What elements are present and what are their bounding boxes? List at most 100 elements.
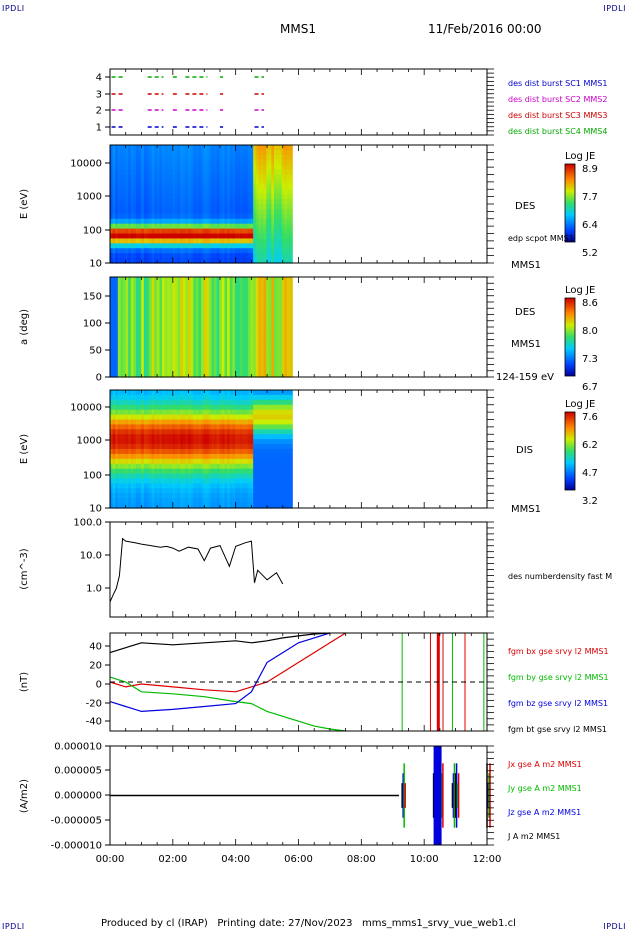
spectrogram-cell-des_energy [276, 154, 280, 161]
spectrogram-cell-des_energy [159, 149, 163, 156]
spectrogram-cell-des_pitch [136, 343, 140, 349]
spectrogram-cell-dis_energy [271, 444, 275, 450]
spectrogram-cell-des_energy [133, 204, 137, 210]
spectrogram-cell-des_energy [143, 238, 148, 244]
spectrogram-cell-des_pitch [154, 289, 158, 295]
spectrogram-cell-dis_energy [149, 468, 153, 475]
spectrogram-cell-dis_energy [195, 414, 200, 421]
spectrogram-cell-dis_energy [224, 493, 228, 499]
spectrogram-cell-des_pitch [289, 277, 293, 282]
spectrogram-cell-des_pitch [250, 347, 254, 353]
spectrogram-cell-des_energy [224, 189, 228, 195]
spectrogram-cell-des_energy [141, 213, 145, 220]
spectrogram-cell-des_pitch [287, 352, 291, 357]
spectrogram-cell-des_pitch [279, 368, 283, 374]
spectrogram-cell-dis_energy [128, 488, 132, 494]
spectrogram-cell-des_pitch [224, 364, 228, 370]
spectrogram-cell-des_energy [224, 248, 228, 254]
spectrogram-cell-dis_energy [185, 439, 189, 445]
spectrogram-cell-des_energy [130, 213, 135, 220]
spectrogram-cell-des_pitch [281, 327, 286, 332]
spectrogram-cell-des_energy [255, 228, 259, 235]
spectrogram-cell-dis_energy [112, 424, 116, 430]
spectrogram-cell-dis_energy [195, 399, 200, 406]
spectrogram-cell-dis_energy [245, 394, 249, 401]
spectrogram-cell-dis_energy [138, 444, 142, 450]
spectrogram-cell-des_energy [245, 218, 249, 225]
spectrogram-cell-des_energy [128, 233, 132, 240]
spectrogram-cell-dis_energy [149, 488, 153, 494]
spectrogram-cell-dis_energy [169, 429, 174, 435]
spectrogram-cell-dis_energy [245, 488, 249, 494]
spectrogram-cell-dis_energy [133, 493, 137, 499]
spectrogram-cell-dis_energy [242, 473, 246, 480]
spectrogram-cell-dis_energy [203, 409, 207, 416]
spectrogram-cell-des_pitch [201, 335, 205, 341]
spectrogram-cell-des_energy [214, 189, 218, 195]
spectrogram-cell-dis_energy [203, 399, 207, 406]
spectrogram-cell-des_pitch [123, 352, 127, 357]
spectrogram-cell-des_energy [203, 154, 207, 161]
spectrogram-cell-dis_energy [175, 473, 179, 480]
spectrogram-cell-des_pitch [146, 347, 150, 353]
spectrogram-cell-des_pitch [130, 314, 135, 320]
spectrogram-cell-dis_energy [177, 453, 181, 460]
spectrogram-cell-des_pitch [175, 368, 179, 374]
spectrogram-cell-des_pitch [175, 335, 179, 341]
spectrogram-cell-dis_energy [162, 468, 166, 475]
spectrogram-cell-des_pitch [234, 281, 239, 286]
spectrogram-cell-des_energy [271, 154, 275, 161]
spectrogram-cell-dis_energy [133, 488, 137, 494]
spectrogram-cell-dis_energy [219, 390, 223, 396]
spectrogram-cell-des_pitch [240, 318, 244, 324]
spectrogram-cell-dis_energy [268, 498, 272, 504]
spectrogram-cell-des_pitch [250, 302, 254, 307]
spectrogram-cell-des_pitch [258, 281, 262, 286]
spectrogram-cell-des_pitch [276, 352, 280, 357]
spectrogram-cell-des_pitch [245, 306, 249, 311]
spectrogram-cell-des_pitch [247, 314, 252, 320]
spectrogram-cell-des_energy [162, 174, 166, 181]
spectrogram-cell-dis_energy [151, 394, 155, 401]
spectrogram-cell-dis_energy [201, 473, 205, 480]
spectrogram-cell-des_energy [130, 164, 135, 171]
spectrogram-cell-des_pitch [287, 339, 291, 345]
spectrogram-cell-des_energy [263, 164, 267, 171]
spectrogram-cell-des_pitch [125, 356, 129, 361]
spectrogram-cell-des_pitch [190, 364, 194, 370]
spectrogram-cell-des_pitch [193, 322, 197, 328]
spectrogram-cell-des_energy [224, 174, 228, 181]
spectrogram-cell-dis_energy [125, 409, 129, 416]
spectrogram-cell-des_energy [276, 204, 280, 210]
spectrogram-cell-des_pitch [125, 372, 129, 378]
spectrogram-cell-des_pitch [260, 360, 265, 366]
spectrogram-cell-dis_energy [229, 449, 233, 455]
spectrogram-cell-dis_energy [133, 453, 137, 460]
spectrogram-cell-des_energy [263, 174, 267, 181]
spectrogram-cell-des_energy [154, 218, 158, 225]
spectrogram-cell-des_energy [206, 169, 210, 176]
spectrogram-cell-des_pitch [182, 327, 187, 332]
spectrogram-cell-des_pitch [120, 372, 124, 378]
spectrogram-cell-des_energy [276, 194, 280, 200]
spectrogram-cell-dis_energy [175, 429, 179, 435]
spectrogram-cell-dis_energy [112, 498, 116, 504]
spectrogram-cell-dis_energy [260, 394, 265, 401]
spectrogram-cell-dis_energy [263, 453, 267, 460]
spectrogram-cell-des_pitch [175, 339, 179, 345]
spectrogram-cell-des_pitch [271, 306, 275, 311]
spectrogram-cell-des_pitch [177, 281, 181, 286]
spectrogram-cell-des_energy [279, 233, 283, 240]
spectrogram-cell-des_pitch [276, 335, 280, 341]
spectrogram-cell-dis_energy [255, 424, 259, 430]
spectrogram-cell-des_energy [232, 145, 236, 151]
spectrogram-cell-des_pitch [177, 318, 181, 324]
spectrogram-cell-des_pitch [232, 372, 236, 378]
spectrogram-cell-des_pitch [180, 364, 184, 370]
spectrogram-cell-des_energy [164, 169, 168, 176]
spectrogram-cell-dis_energy [123, 434, 127, 440]
spectrogram-cell-dis_energy [260, 468, 265, 475]
spectrogram-cell-des_energy [175, 253, 179, 259]
spectrogram-cell-des_energy [185, 179, 189, 185]
spectrogram-cell-dis_energy [159, 458, 163, 465]
